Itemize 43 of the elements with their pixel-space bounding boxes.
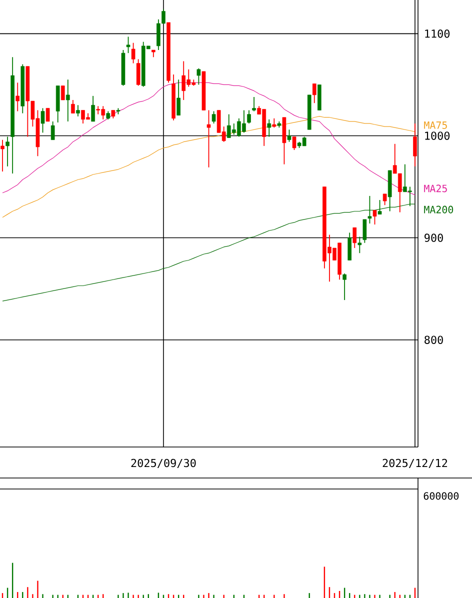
candlestick [247, 110, 251, 124]
series-label: MA75 [424, 122, 447, 129]
x-tick-label: 2025/12/12 [382, 458, 448, 468]
y-tick-label: 900 [424, 234, 443, 242]
text: 600000 [424, 492, 459, 500]
candlestick [206, 110, 211, 168]
candlestick [71, 100, 75, 114]
candlestick [272, 118, 276, 128]
candlestick [413, 123, 417, 167]
candlestick [252, 96, 256, 112]
y-tick-label: 1100 [425, 30, 450, 38]
candlestick [348, 232, 352, 261]
candlestick [131, 42, 136, 64]
candlestick [0, 139, 4, 172]
candlestick [126, 36, 130, 54]
candlestick [91, 95, 95, 122]
candlestick [46, 108, 50, 122]
candlestick [212, 110, 216, 124]
series-label: MA200 [424, 206, 454, 214]
candlestick [287, 129, 292, 142]
candlestick [372, 210, 377, 225]
candlestick [292, 136, 296, 150]
candlestick [66, 79, 70, 122]
candlestick [352, 227, 357, 248]
candlestick [16, 82, 20, 112]
candlestick [176, 79, 180, 116]
candlestick [267, 118, 272, 138]
x-tick-label: 2025/09/30 [131, 458, 196, 468]
candlestick [6, 136, 10, 167]
y-tick-label: 800 [424, 336, 443, 344]
candlestick [76, 104, 80, 117]
candlestick [382, 193, 387, 206]
candlestick [196, 68, 201, 86]
candlestick [60, 85, 65, 100]
candlestick [342, 273, 346, 300]
candlestick [312, 83, 316, 104]
candlestick [40, 108, 45, 134]
candlestick [362, 218, 367, 244]
candlestick [50, 120, 55, 140]
y-tick-label: 1000 [425, 132, 450, 140]
series-label: MA25 [424, 184, 447, 192]
candlestick [136, 58, 140, 86]
candlestick [358, 236, 362, 254]
